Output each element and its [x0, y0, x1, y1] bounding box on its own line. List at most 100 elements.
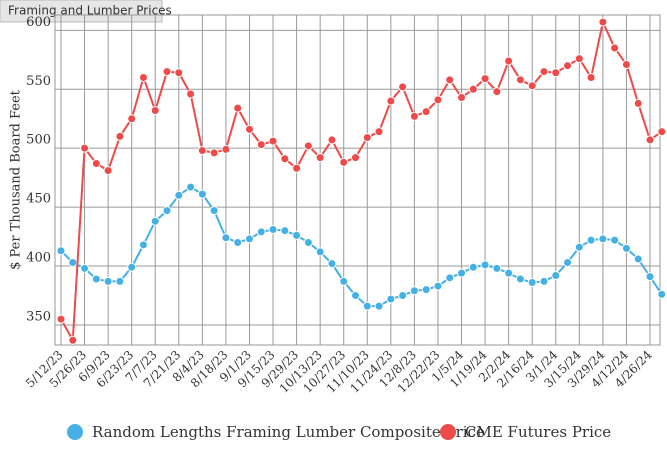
- title-box: [0, 0, 163, 23]
- data-point: [421, 107, 431, 117]
- data-point: [315, 247, 325, 257]
- data-point: [56, 246, 66, 256]
- data-point: [433, 95, 443, 105]
- data-point: [233, 237, 243, 247]
- data-point: [197, 189, 207, 199]
- data-point: [551, 270, 561, 280]
- y-tick-label: 400: [26, 251, 51, 266]
- data-point: [657, 127, 667, 137]
- data-point: [539, 67, 549, 77]
- data-point: [539, 276, 549, 286]
- data-point: [563, 61, 573, 71]
- data-point: [127, 262, 137, 272]
- data-point: [409, 111, 419, 121]
- legend-marker: [440, 424, 456, 440]
- data-point: [115, 276, 125, 286]
- data-point: [351, 291, 360, 300]
- data-point: [362, 301, 372, 311]
- data-point: [468, 262, 478, 272]
- data-point: [351, 153, 360, 163]
- data-point: [280, 226, 290, 236]
- data-point: [645, 135, 655, 145]
- data-point: [138, 72, 148, 82]
- data-point: [339, 276, 349, 286]
- data-point: [303, 237, 313, 247]
- data-point: [445, 75, 455, 85]
- data-point: [586, 235, 596, 245]
- data-point: [527, 278, 537, 288]
- data-point: [150, 216, 160, 226]
- legend-label: CME Futures Price: [465, 423, 611, 441]
- data-point: [610, 235, 620, 245]
- data-point: [303, 141, 313, 151]
- data-point: [621, 243, 631, 253]
- data-point: [480, 260, 490, 270]
- data-point: [233, 103, 243, 113]
- data-point: [339, 157, 349, 167]
- data-point: [480, 74, 490, 84]
- data-point: [162, 206, 172, 216]
- data-point: [633, 254, 643, 264]
- data-point: [492, 87, 502, 97]
- data-point: [598, 17, 608, 27]
- data-point: [186, 89, 196, 99]
- data-point: [504, 56, 514, 66]
- data-point: [457, 268, 467, 278]
- data-point: [657, 289, 667, 299]
- y-tick-label: 450: [26, 192, 51, 207]
- data-point: [115, 131, 125, 141]
- data-point: [209, 148, 219, 158]
- data-point: [421, 285, 431, 295]
- data-point: [515, 274, 525, 284]
- data-point: [150, 105, 160, 115]
- data-point: [221, 144, 231, 154]
- plot-frame: [54, 14, 661, 346]
- data-point: [174, 68, 184, 78]
- data-point: [492, 263, 502, 273]
- y-axis-label: $ Per Thousand Board Feet: [9, 89, 24, 270]
- data-point: [621, 60, 631, 69]
- data-point: [127, 114, 137, 124]
- data-point: [362, 133, 372, 143]
- data-point: [433, 281, 443, 291]
- data-point: [268, 136, 278, 146]
- data-point: [610, 43, 620, 53]
- data-point: [398, 291, 408, 300]
- data-point: [386, 96, 396, 106]
- data-point: [551, 68, 561, 78]
- data-point: [197, 146, 207, 156]
- data-point: [280, 154, 290, 164]
- data-point: [574, 242, 584, 252]
- data-point: [103, 276, 113, 286]
- legend-label: Random Lengths Framing Lumber Composite …: [92, 423, 485, 441]
- data-point: [268, 225, 278, 234]
- data-point: [91, 159, 101, 168]
- data-point: [527, 81, 537, 91]
- data-point: [327, 259, 337, 269]
- data-point: [91, 274, 101, 284]
- data-point: [256, 140, 266, 150]
- y-tick-label: 600: [26, 15, 51, 30]
- data-point: [468, 84, 478, 94]
- data-point: [445, 273, 455, 283]
- data-point: [645, 272, 655, 282]
- data-point: [457, 93, 467, 102]
- data-point: [398, 82, 408, 92]
- data-point: [209, 206, 219, 216]
- series-line: [60, 18, 663, 344]
- data-point: [80, 263, 90, 273]
- data-point: [256, 227, 266, 237]
- data-point: [103, 166, 113, 176]
- data-point: [563, 258, 573, 267]
- data-point: [374, 301, 384, 311]
- data-point: [292, 163, 302, 173]
- data-point: [633, 98, 643, 108]
- data-point: [386, 294, 396, 304]
- data-point: [574, 54, 584, 64]
- chart-title: Framing and Lumber Prices: [8, 4, 172, 18]
- data-point: [56, 314, 66, 324]
- data-point: [162, 67, 172, 77]
- data-point: [586, 72, 596, 82]
- data-point: [174, 190, 184, 200]
- data-point: [515, 75, 525, 85]
